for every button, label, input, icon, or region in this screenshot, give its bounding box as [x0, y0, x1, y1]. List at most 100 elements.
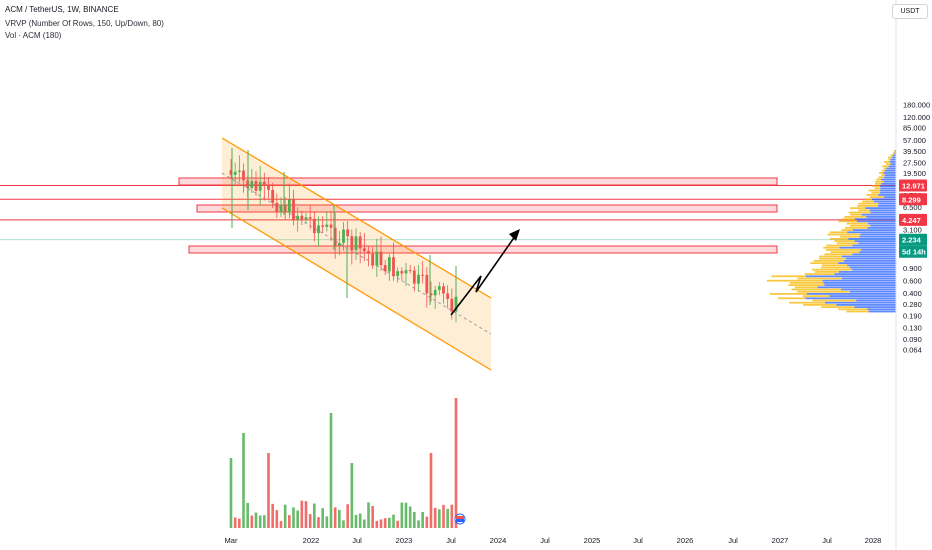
profile-row-up [841, 277, 896, 280]
profile-row-up [824, 284, 896, 286]
profile-row-up [823, 282, 896, 284]
profile-row-up [838, 271, 896, 273]
profile-row-down [803, 304, 837, 306]
volume-bar [392, 514, 395, 528]
profile-row-down [894, 150, 895, 152]
time-tick-label: Jul [822, 536, 832, 545]
profile-row-down [890, 154, 893, 157]
profile-row-up [865, 207, 896, 209]
volume-bars [229, 398, 458, 528]
profile-row-up [857, 220, 896, 223]
profile-row-down [883, 167, 887, 170]
candle-body [417, 274, 420, 284]
volume-bar [358, 513, 362, 528]
candle-body [233, 171, 237, 175]
candle-body [450, 298, 454, 312]
volume-bar [346, 504, 349, 528]
profile-row-up [883, 196, 896, 198]
profile-row-up [856, 299, 896, 302]
price-tick-label: 85.000 [903, 124, 926, 133]
price-axis[interactable]: 180.000 120.000 85.000 57.000 39.500 27.500 19… [895, 0, 930, 550]
candle [408, 264, 412, 274]
profile-row-up [879, 185, 896, 187]
profile-row-up [878, 205, 896, 207]
candle [258, 165, 262, 206]
volume-bar [329, 413, 333, 528]
profile-row-down [866, 194, 879, 196]
profile-row-up [867, 308, 896, 311]
profile-row-up [881, 178, 896, 181]
candle-body [383, 265, 387, 272]
volume-bar [250, 515, 254, 528]
candle-body [437, 286, 441, 290]
profile-row-up [868, 222, 896, 225]
profile-row-up [861, 249, 896, 251]
profile-row-down [804, 273, 835, 275]
profile-row-down [892, 152, 895, 154]
candle [417, 265, 420, 292]
profile-row-up [846, 257, 896, 260]
candle-body [325, 224, 329, 227]
candle-body [229, 170, 233, 175]
candle-body [275, 202, 279, 213]
volume-bar [233, 517, 237, 528]
profile-row-down [827, 233, 861, 236]
currency-button[interactable]: USDT [892, 4, 928, 19]
profile-row-down [830, 251, 860, 253]
time-axis[interactable]: Mar 2022 Jul 2023 Jul 2024 Jul 2025 Jul 2026 Jul 20… [225, 536, 882, 545]
profile-row-down [858, 209, 870, 212]
profile-row-up [878, 202, 896, 205]
profile-row-down [778, 297, 806, 300]
profile-row-up [841, 255, 896, 258]
volume-bar [429, 453, 433, 528]
candle [437, 282, 441, 296]
profile-row-down [888, 158, 891, 161]
time-tick-label: Jul [540, 536, 550, 545]
candle-body [454, 296, 458, 312]
profile-row-up [847, 231, 896, 234]
candle [362, 233, 366, 262]
candle-body [342, 229, 345, 244]
candle [250, 168, 254, 193]
profile-row-up [879, 191, 896, 194]
candle-body [300, 215, 304, 220]
candle [383, 259, 387, 275]
price-tag-label: 4.247 [902, 216, 921, 225]
profile-row-down [878, 172, 884, 174]
candle [400, 267, 404, 281]
volume-bar [283, 504, 287, 528]
volume-bar [275, 510, 279, 528]
chart-title: ACM / TetherUS, 1W, BINANCE [5, 5, 119, 14]
profile-row-up [854, 306, 896, 308]
indicator-vrvp-label[interactable]: VRVP (Number Of Rows, 150, Up/Down, 80) [5, 19, 164, 28]
channel-upper-line [221, 137, 492, 299]
profile-row-up [824, 301, 896, 304]
candle [325, 211, 329, 232]
candle [279, 197, 283, 218]
indicator-volume-label[interactable]: Vol · ACM (180) [5, 31, 62, 40]
profile-row-down [874, 187, 881, 190]
profile-row-up [868, 310, 896, 313]
time-tick-label: 2027 [772, 536, 789, 545]
time-tick-label: Jul [633, 536, 643, 545]
candle-body [396, 271, 400, 277]
candle-body [362, 248, 366, 252]
candle [342, 221, 345, 251]
profile-row-down [814, 271, 839, 273]
profile-row-up [854, 240, 896, 242]
candle-body [250, 181, 254, 189]
volume-bar [321, 508, 324, 528]
candle-body [412, 270, 416, 284]
volume-bar [333, 507, 337, 528]
volume-bar [288, 515, 291, 528]
volume-bar [267, 453, 270, 528]
profile-row-up [880, 187, 896, 190]
candle-body [333, 227, 337, 246]
candle [237, 155, 241, 182]
profile-row-down [838, 308, 868, 311]
time-tick-label: 2026 [677, 536, 694, 545]
price-tag-last_price: 2.234 [899, 233, 927, 246]
candle [304, 212, 308, 223]
candle [425, 267, 429, 308]
